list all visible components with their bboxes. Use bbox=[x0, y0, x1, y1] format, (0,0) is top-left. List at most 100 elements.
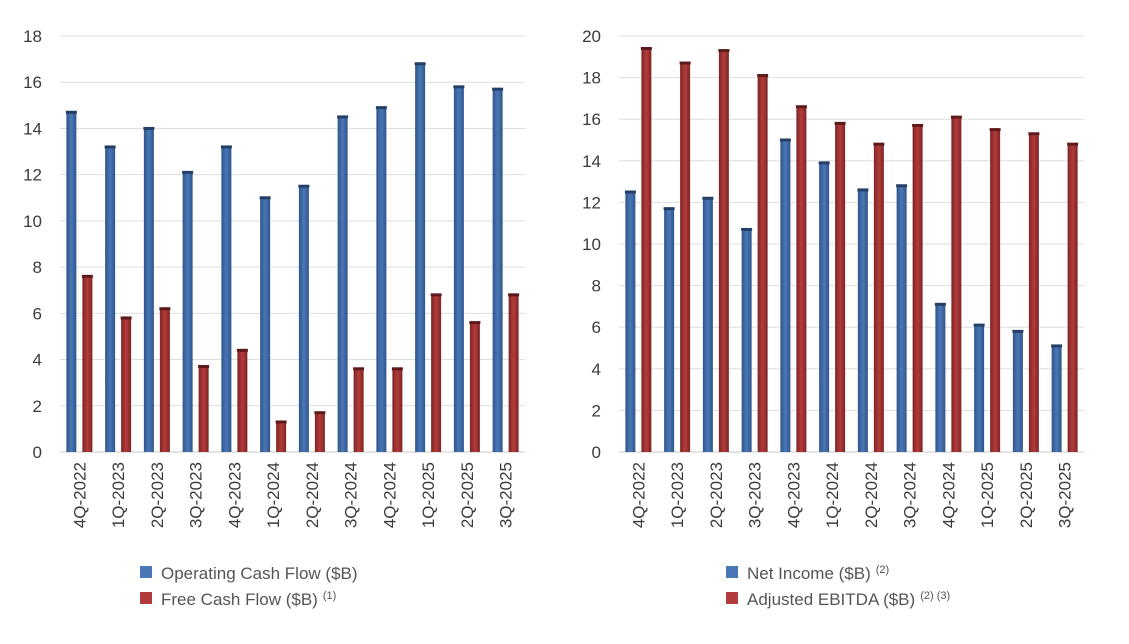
bar-cap bbox=[353, 367, 365, 371]
bar bbox=[702, 198, 713, 452]
bar-cap bbox=[1067, 142, 1079, 146]
bar-cap bbox=[337, 115, 349, 119]
bar bbox=[431, 294, 442, 452]
legend-label: Operating Cash Flow ($B) bbox=[161, 564, 358, 583]
bar bbox=[469, 322, 480, 452]
y-tick-label: 2 bbox=[33, 397, 42, 416]
y-tick-label: 6 bbox=[592, 318, 601, 337]
legend-swatch bbox=[726, 566, 738, 578]
bar bbox=[718, 50, 729, 453]
cash-flow-chart: 0 2 4 6 8 10 12 14 16 18 4Q-2022 1Q-2023 2Q-2023 3Q-2… bbox=[23, 27, 525, 609]
x-tick-label: 2Q-2023 bbox=[148, 462, 167, 528]
bar bbox=[159, 308, 170, 452]
bar-cap bbox=[375, 106, 387, 110]
x-tick-label: 1Q-2025 bbox=[419, 462, 438, 528]
bar bbox=[641, 48, 652, 452]
bar-cap bbox=[414, 62, 426, 66]
bar bbox=[819, 162, 830, 452]
y-tick-label: 12 bbox=[582, 193, 601, 212]
bar-cap bbox=[795, 105, 807, 109]
y-tick-label: 12 bbox=[23, 166, 42, 185]
bar-cap bbox=[453, 85, 465, 89]
legend-footnote: (2) (3) bbox=[920, 590, 950, 602]
x-tick-label: 3Q-2024 bbox=[901, 462, 920, 528]
bar bbox=[873, 144, 884, 452]
bar bbox=[896, 185, 907, 452]
bar-cap bbox=[757, 74, 769, 78]
bar-cap bbox=[779, 138, 791, 142]
bar bbox=[1028, 133, 1039, 452]
x-tick-label: 2Q-2025 bbox=[1017, 462, 1036, 528]
bar bbox=[935, 304, 946, 452]
x-tick-label: 3Q-2025 bbox=[1056, 462, 1075, 528]
bar bbox=[143, 128, 154, 452]
bar bbox=[1067, 144, 1078, 452]
bar-cap bbox=[857, 188, 869, 192]
y-tick-label: 8 bbox=[33, 258, 42, 277]
bar-cap bbox=[259, 196, 271, 200]
x-tick-label: 3Q-2024 bbox=[342, 462, 361, 528]
bar-cap bbox=[198, 364, 210, 368]
x-tick-label: 1Q-2023 bbox=[109, 462, 128, 528]
bar-cap bbox=[934, 302, 946, 306]
x-tick-label: 4Q-2023 bbox=[225, 462, 244, 528]
x-tick-label: 2Q-2025 bbox=[458, 462, 477, 528]
bar-cap bbox=[873, 142, 885, 146]
bar-cap bbox=[912, 123, 924, 127]
x-tick-label: 4Q-2022 bbox=[629, 462, 648, 528]
bar bbox=[121, 317, 132, 452]
bar bbox=[625, 192, 636, 452]
bar bbox=[66, 112, 77, 453]
x-tick-label: 1Q-2025 bbox=[978, 462, 997, 528]
y-tick-label: 16 bbox=[23, 73, 42, 92]
bar bbox=[314, 412, 325, 452]
y-tick-label: 10 bbox=[582, 235, 601, 254]
x-tick-label: 3Q-2023 bbox=[187, 462, 206, 528]
bar-cap bbox=[834, 121, 846, 125]
bar-cap bbox=[818, 161, 830, 165]
bar bbox=[392, 368, 403, 452]
bar bbox=[780, 140, 791, 452]
bar-cap bbox=[236, 348, 248, 352]
bar bbox=[337, 116, 348, 452]
legend-footnote: (2) bbox=[876, 564, 889, 576]
bar-cap bbox=[624, 190, 636, 194]
bar-cap bbox=[391, 367, 403, 371]
bar-cap bbox=[469, 321, 481, 325]
x-tick-label: 4Q-2023 bbox=[784, 462, 803, 528]
bar bbox=[198, 366, 209, 452]
bar bbox=[757, 75, 768, 453]
bar-cap bbox=[182, 170, 194, 174]
bar bbox=[82, 276, 93, 452]
bar-cap bbox=[950, 115, 962, 119]
bar-cap bbox=[275, 420, 287, 424]
bar bbox=[376, 107, 387, 453]
y-tick-label: 10 bbox=[23, 212, 42, 231]
bar bbox=[680, 63, 691, 452]
y-tick-label: 18 bbox=[582, 69, 601, 88]
bar bbox=[105, 146, 116, 452]
bar-cap bbox=[492, 87, 504, 91]
bar bbox=[221, 146, 232, 452]
bar-cap bbox=[640, 46, 652, 50]
bar-cap bbox=[679, 61, 691, 65]
legend-swatch bbox=[140, 592, 152, 604]
y-tick-label: 8 bbox=[592, 277, 601, 296]
bar bbox=[741, 229, 752, 452]
y-tick-label: 14 bbox=[582, 152, 601, 171]
bar bbox=[912, 125, 923, 452]
bar-cap bbox=[508, 293, 520, 297]
bar-cap bbox=[1051, 344, 1063, 348]
bar-cap bbox=[120, 316, 132, 320]
bar-cap bbox=[220, 145, 232, 149]
bar bbox=[974, 325, 985, 452]
x-tick-label: 2Q-2024 bbox=[862, 462, 881, 528]
x-tick-label: 4Q-2024 bbox=[380, 462, 399, 528]
y-tick-label: 6 bbox=[33, 304, 42, 323]
y-tick-label: 2 bbox=[592, 401, 601, 420]
y-tick-label: 0 bbox=[33, 443, 42, 462]
bar bbox=[796, 106, 807, 452]
y-tick-label: 0 bbox=[592, 443, 601, 462]
x-tick-label: 1Q-2024 bbox=[264, 462, 283, 528]
bar-cap bbox=[973, 323, 985, 327]
